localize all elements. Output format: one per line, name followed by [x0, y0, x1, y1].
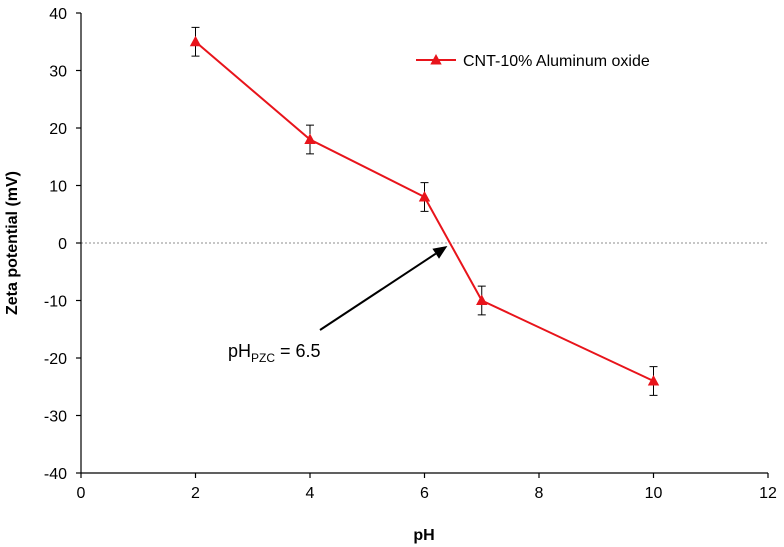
x-tick-label: 2: [191, 485, 200, 502]
annotation-label-value: = 6.5: [275, 341, 321, 361]
y-tick-label: 0: [58, 236, 67, 253]
tick-labels: -40 -30 -20 -10 0 10 20 30 40 0 2 4 6 8 10 12: [44, 6, 777, 502]
x-axis-label: pH: [413, 527, 434, 544]
y-axis-label: Zeta potential (mV): [4, 171, 21, 315]
legend-marker: [430, 54, 442, 65]
x-tick-label: 0: [77, 485, 86, 502]
annotation-label-main: pH: [228, 341, 251, 361]
data-series: [189, 26, 660, 396]
x-tick-label: 6: [420, 485, 429, 502]
data-point: [647, 375, 660, 386]
annotation: pHPZC = 6.5: [228, 246, 448, 365]
legend: CNT-10% Aluminum oxide: [416, 53, 650, 70]
x-tick-label: 8: [535, 485, 544, 502]
x-tick-label: 10: [645, 485, 663, 502]
y-tick-label: -20: [44, 351, 67, 368]
y-tick-label: 40: [49, 6, 67, 23]
y-tick-label: -40: [44, 466, 67, 483]
axes: [76, 12, 769, 478]
y-tick-label: -10: [44, 294, 67, 311]
x-tick-label: 12: [759, 485, 777, 502]
annotation-arrow-head: [432, 246, 448, 259]
data-point: [189, 35, 202, 47]
y-tick-label: 20: [49, 121, 67, 138]
annotation-label-subscript: PZC: [251, 351, 275, 365]
data-point: [476, 294, 488, 305]
data-point: [304, 133, 316, 144]
x-tick-label: 4: [306, 485, 315, 502]
data-point: [418, 191, 431, 202]
annotation-label: pHPZC = 6.5: [228, 341, 321, 365]
annotation-arrow-line: [319, 252, 437, 331]
y-tick-label: -30: [44, 409, 67, 426]
y-tick-label: 30: [49, 64, 67, 81]
legend-label: CNT-10% Aluminum oxide: [463, 53, 650, 70]
y-tick-label: 10: [49, 179, 67, 196]
